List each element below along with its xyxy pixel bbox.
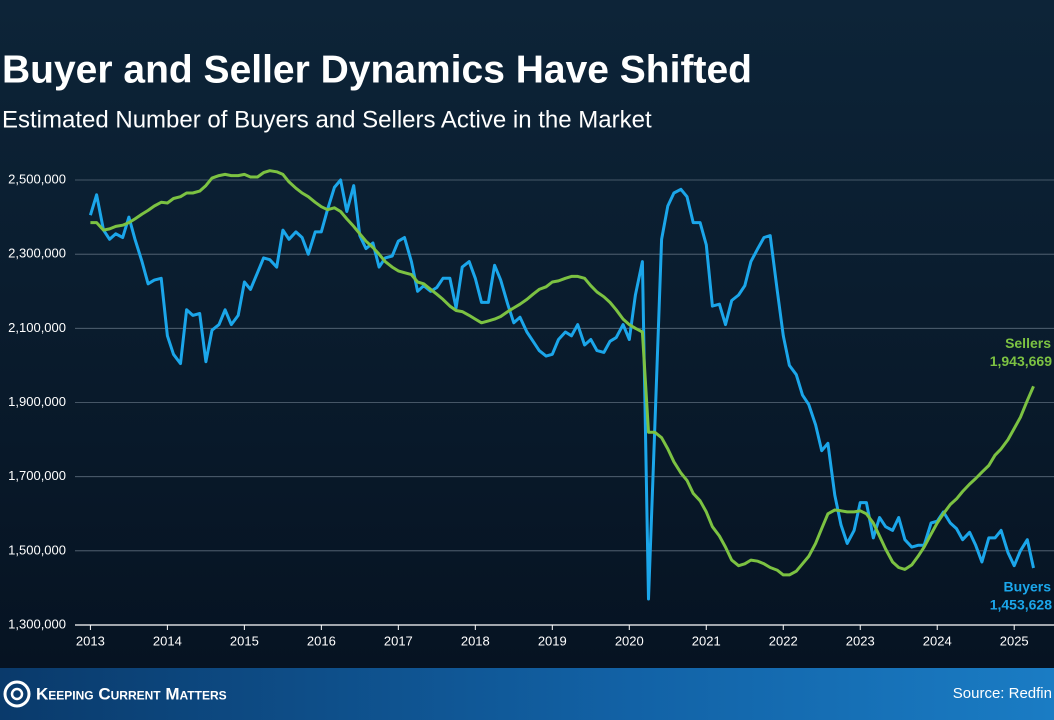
y-tick-label: 1,700,000 [8, 468, 66, 483]
brand-name: Keeping Current Matters [36, 684, 227, 703]
series-line [90, 169, 1035, 577]
plot-area: 1,300,000 1,500,000 1,700,000 1,900,000 2,10… [8, 169, 1054, 648]
x-tick-label: 2015 [230, 633, 259, 648]
x-tick-label: 2021 [692, 633, 721, 648]
series-name-label: Buyers [1004, 579, 1052, 595]
chart-title: Buyer and Seller Dynamics Have Shifted [2, 48, 752, 91]
y-tick-label: 2,500,000 [8, 171, 66, 186]
brand-logo [3, 680, 31, 708]
x-tick-label: 2018 [461, 633, 490, 648]
source-note: Source: Redfin [953, 685, 1052, 702]
y-tick-label: 2,300,000 [8, 246, 66, 261]
y-tick-label: 1,900,000 [8, 394, 66, 409]
end-value-label: 1,453,628 [990, 597, 1052, 613]
x-tick-label: 2022 [769, 633, 798, 648]
y-tick-label: 1,500,000 [8, 542, 66, 557]
x-tick-label: 2025 [1000, 633, 1029, 648]
y-tick-label: 2,100,000 [8, 320, 66, 335]
footer-bar [0, 668, 1054, 720]
chart-subtitle: Estimated Number of Buyers and Sellers A… [2, 106, 652, 133]
x-tick-label: 2024 [923, 633, 952, 648]
x-tick-label: 2017 [384, 633, 413, 648]
x-tick-label: 2019 [538, 633, 567, 648]
end-value-label: 1,943,669 [990, 353, 1052, 369]
logo-core [10, 687, 24, 701]
x-tick-label: 2013 [76, 633, 105, 648]
x-tick-label: 2014 [153, 633, 182, 648]
y-tick-label: 1,300,000 [8, 616, 66, 631]
x-tick-label: 2020 [615, 633, 644, 648]
logo-ring [3, 680, 31, 708]
x-tick-label: 2023 [846, 633, 875, 648]
series-name-label: Sellers [1005, 335, 1051, 351]
x-tick-label: 2016 [307, 633, 336, 648]
